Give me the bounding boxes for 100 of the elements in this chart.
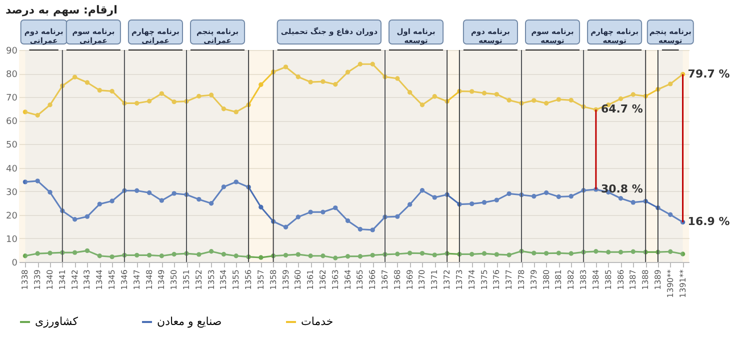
x-tick-label: 1345 xyxy=(108,270,117,290)
point xyxy=(668,212,673,217)
point xyxy=(568,98,574,103)
point xyxy=(22,180,28,184)
point xyxy=(258,82,264,87)
point xyxy=(146,252,152,258)
point xyxy=(630,200,636,205)
point xyxy=(22,110,28,114)
point xyxy=(48,102,52,108)
point xyxy=(97,202,102,206)
x-tick-label: 1340 xyxy=(46,270,55,290)
point xyxy=(72,250,78,255)
point xyxy=(420,188,425,193)
point xyxy=(407,202,412,207)
point xyxy=(333,256,338,260)
y-tick-label: 50 xyxy=(6,140,18,151)
point xyxy=(196,197,202,202)
point xyxy=(333,82,338,87)
point xyxy=(221,184,226,190)
x-tick-label: 1347 xyxy=(132,270,142,290)
legend-label: کشاورزی xyxy=(35,315,79,328)
x-tick-label: 1365 xyxy=(356,270,365,290)
x-tick-label: 1357 xyxy=(256,270,266,290)
x-tick-label: 1366 xyxy=(368,270,378,290)
x-tick-label: 1364 xyxy=(343,270,352,290)
point xyxy=(196,252,202,257)
point xyxy=(320,79,326,84)
point xyxy=(395,214,400,219)
point xyxy=(594,249,598,254)
point xyxy=(320,210,326,214)
point xyxy=(532,98,536,103)
point xyxy=(172,252,176,257)
point xyxy=(668,249,673,254)
point xyxy=(568,251,574,256)
point xyxy=(48,250,52,256)
point xyxy=(345,254,350,259)
legend-label: صنایع و معادن xyxy=(157,315,222,328)
x-tick-label: 1391** xyxy=(678,270,688,298)
x-tick-label: 1382 xyxy=(566,270,576,290)
point xyxy=(110,88,114,94)
point xyxy=(395,252,400,256)
point xyxy=(544,100,549,106)
point xyxy=(283,224,288,230)
point xyxy=(568,194,574,199)
point xyxy=(482,251,487,256)
point xyxy=(283,252,288,258)
point xyxy=(110,254,114,260)
y-tick-label: 60 xyxy=(6,117,18,128)
point xyxy=(159,198,164,203)
x-tick-label: 1381 xyxy=(554,270,564,290)
point xyxy=(420,250,425,256)
point xyxy=(432,252,437,258)
x-tick-label: 1344 xyxy=(95,270,104,290)
point xyxy=(258,255,264,260)
x-tick-label: 1388 xyxy=(641,270,650,290)
point xyxy=(506,252,512,258)
x-tick-label: 1354 xyxy=(219,270,228,290)
annotation: 79.7 % xyxy=(688,67,730,80)
x-tick-label: 1353 xyxy=(206,270,216,290)
point xyxy=(506,191,512,196)
point xyxy=(159,91,164,96)
x-tick-label: 1339 xyxy=(33,270,42,290)
x-tick-label: 1367 xyxy=(380,270,390,290)
x-tick-label: 1372 xyxy=(442,270,452,290)
x-tick-label: 1342 xyxy=(70,270,80,290)
annotation: 64.7 % xyxy=(600,102,643,116)
x-tick-label: 1360 xyxy=(294,270,303,290)
y-tick-label: 0 xyxy=(12,258,18,268)
point xyxy=(283,64,288,70)
point xyxy=(358,226,363,232)
y-tick-label: 20 xyxy=(6,211,18,222)
point xyxy=(544,190,549,196)
x-tick-label: 1346 xyxy=(120,270,129,290)
point xyxy=(618,196,624,201)
y-tick-label: 10 xyxy=(6,234,18,245)
y-tick-label: 70 xyxy=(6,94,18,104)
point xyxy=(494,92,500,97)
point xyxy=(407,250,412,256)
x-tick-label: 1348 xyxy=(144,270,154,290)
x-tick-label: 1356 xyxy=(244,270,254,290)
point xyxy=(606,250,611,254)
point xyxy=(630,249,636,254)
point xyxy=(208,249,214,254)
legend-label: خدمات xyxy=(301,315,334,328)
point xyxy=(208,201,214,206)
y-tick-label: 90 xyxy=(6,46,18,56)
point xyxy=(221,252,226,257)
point xyxy=(172,99,176,104)
x-tick-label: 1374 xyxy=(467,270,476,290)
x-tick-label: 1362 xyxy=(318,270,328,290)
point xyxy=(134,100,140,106)
x-tick-label: 1390** xyxy=(666,270,675,298)
point xyxy=(308,80,313,84)
point xyxy=(482,200,487,205)
point xyxy=(618,96,624,102)
x-tick-label: 1349 xyxy=(157,270,166,290)
point xyxy=(97,88,102,93)
point xyxy=(358,62,363,66)
point xyxy=(370,62,375,66)
x-tick-label: 1341 xyxy=(58,270,67,290)
